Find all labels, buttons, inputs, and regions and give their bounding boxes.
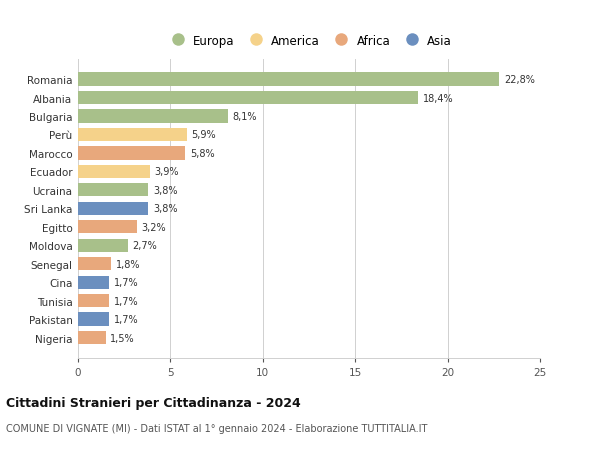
Bar (78, 221, 137, 234)
Bar (78, 239, 128, 252)
Text: 1,7%: 1,7% (114, 296, 139, 306)
Bar (78, 276, 109, 289)
Bar (78, 110, 227, 123)
Text: 3,2%: 3,2% (142, 222, 166, 232)
Bar (78, 202, 148, 215)
Bar (78, 92, 418, 105)
Bar (78, 129, 187, 142)
Bar (78, 184, 148, 197)
Text: Cittadini Stranieri per Cittadinanza - 2024: Cittadini Stranieri per Cittadinanza - 2… (6, 396, 301, 409)
Text: 8,1%: 8,1% (232, 112, 257, 122)
Legend: Europa, America, Africa, Asia: Europa, America, Africa, Asia (161, 30, 457, 52)
Text: 1,7%: 1,7% (114, 278, 139, 287)
Text: COMUNE DI VIGNATE (MI) - Dati ISTAT al 1° gennaio 2024 - Elaborazione TUTTITALIA: COMUNE DI VIGNATE (MI) - Dati ISTAT al 1… (6, 424, 427, 433)
Text: 1,8%: 1,8% (116, 259, 140, 269)
Text: 1,7%: 1,7% (114, 314, 139, 325)
Text: 5,9%: 5,9% (191, 130, 216, 140)
Text: 18,4%: 18,4% (422, 93, 453, 103)
Text: 2,7%: 2,7% (133, 241, 157, 251)
Bar (78, 147, 185, 160)
Bar (78, 165, 150, 179)
Text: 3,8%: 3,8% (153, 204, 178, 214)
Text: 3,9%: 3,9% (155, 167, 179, 177)
Text: 1,5%: 1,5% (110, 333, 135, 343)
Bar (78, 294, 109, 308)
Bar (78, 331, 106, 344)
Bar (78, 73, 499, 86)
Bar (78, 313, 109, 326)
Text: 5,8%: 5,8% (190, 149, 214, 158)
Text: 3,8%: 3,8% (153, 185, 178, 196)
Bar (78, 257, 111, 271)
Text: 22,8%: 22,8% (504, 75, 535, 85)
